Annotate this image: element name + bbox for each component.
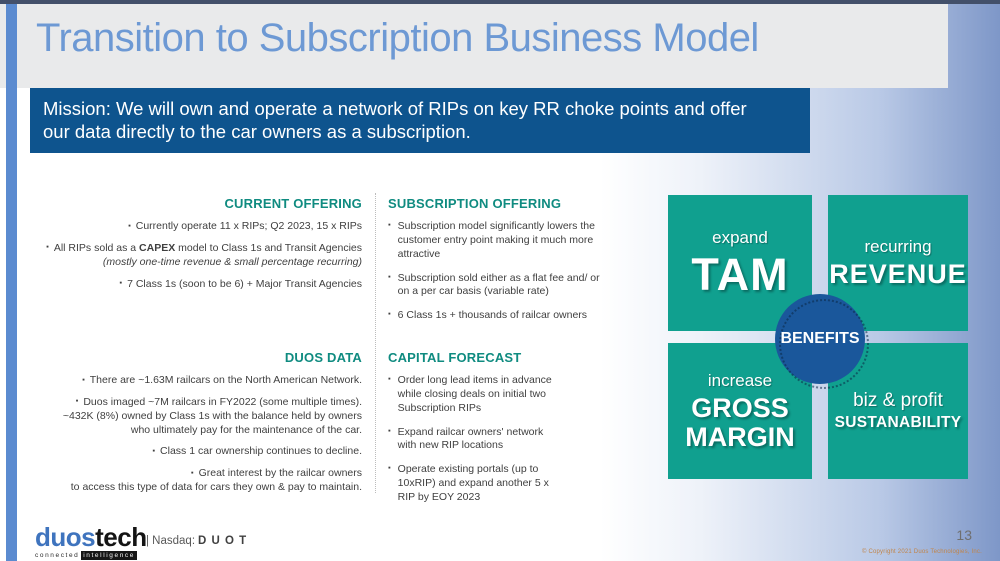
column-divider-dotted <box>375 193 376 493</box>
bullet-square-icon: ▪ <box>82 374 85 384</box>
bullet-text: 6 Class 1s + thousands of railcar owners <box>397 309 588 322</box>
bullet-item: ▪ Operate existing portals (up to 10xRIP)… <box>388 463 560 505</box>
bullet-note-italic: (mostly one-time revenue & small percent… <box>102 255 362 268</box>
subscription-offering-heading: SUBSCRIPTION OFFERING <box>388 196 562 211</box>
bullet-square-icon: ▪ <box>388 220 391 229</box>
bullet-square-icon: ▪ <box>388 463 391 473</box>
bullet-text: model to Class 1s and Transit Agencies <box>175 241 362 254</box>
bullet-square-icon: ▪ <box>388 374 391 383</box>
section-subscription-offering: SUBSCRIPTION OFFERING ▪ Subscription mode… <box>388 196 603 333</box>
logo-duos-text: duos <box>35 522 96 552</box>
benefits-center-circle: BENEFITS <box>775 294 865 384</box>
current-offering-heading: CURRENT OFFERING <box>224 196 362 211</box>
bullet-text: Order long lead items in advance while c… <box>397 374 552 414</box>
bullet-text: ~432K (8%) owned by Class 1s with the ba… <box>62 409 362 422</box>
bullet-item: ▪ Great interest by the railcar owners to … <box>30 467 362 495</box>
left-accent-bar <box>6 0 17 561</box>
bullet-item: ▪ All RIPs sold as a CAPEX model to Class… <box>30 242 362 270</box>
bullet-item: ▪ Class 1 car ownership continues to decl… <box>30 445 362 459</box>
bullet-text: Great interest by the railcar owners <box>198 467 362 480</box>
copyright-text: © Copyright 2021 Duos Technologies, Inc. <box>861 549 982 555</box>
bullet-square-icon: ▪ <box>46 242 49 252</box>
benefits-label: BENEFITS <box>780 330 860 347</box>
bullet-item: ▪ Subscription model significantly lowers… <box>388 220 603 262</box>
quadrant-big-label: SUSTANABILITY <box>834 414 962 432</box>
bullet-text: Expand railcar owners' network with new … <box>397 425 544 452</box>
quadrant-small-label: expand <box>712 227 768 247</box>
bullet-square-icon: ▪ <box>388 271 391 281</box>
header-band <box>0 4 948 88</box>
bullet-square-icon: ▪ <box>152 445 156 455</box>
section-capital-forecast: CAPITAL FORECAST ▪ Order long lead items … <box>388 350 560 515</box>
section-duos-data: DUOS DATA ▪ There are ~1.63M railcars on … <box>30 350 362 503</box>
duos-data-heading: DUOS DATA <box>284 350 362 365</box>
bullet-text: Class 1 car ownership continues to decli… <box>160 445 362 458</box>
bullet-text: Subscription sold either as a flat fee a… <box>397 271 600 298</box>
logo-tagline: connected intelligence <box>35 551 137 560</box>
duostech-logo: duostech connected intelligence <box>35 522 147 560</box>
slide-title: Transition to Subscription Business Mode… <box>36 16 759 60</box>
bullet-square-icon: ▪ <box>388 425 391 435</box>
bullet-text: 7 Class 1s (soon to be 6) + Major Transi… <box>127 277 362 290</box>
bullet-item: ▪ There are ~1.63M railcars on the North … <box>30 374 362 388</box>
bullet-square-icon: ▪ <box>190 467 194 477</box>
bullet-text: There are ~1.63M railcars on the North A… <box>89 374 362 386</box>
quadrant-big-label: GROSS MARGIN <box>685 393 795 452</box>
bullet-text: Duos imaged ~7M railcars in FY2022 (some… <box>83 395 362 408</box>
bullet-item: ▪ Subscription sold either as a flat fee … <box>388 272 603 300</box>
nasdaq-prefix: | Nasdaq: <box>146 535 196 547</box>
quadrant-increase-gross-margin: increase GROSS MARGIN <box>668 343 812 479</box>
bullet-text-bold: CAPEX <box>139 241 176 254</box>
page-number: 13 <box>956 527 972 543</box>
mission-line-1: Mission: We will own and operate a netwo… <box>43 98 747 119</box>
top-edge-strip <box>0 0 1000 4</box>
bullet-item: ▪ Order long lead items in advance while … <box>388 374 560 416</box>
tagline-intelligence: intelligence <box>81 551 137 560</box>
bullet-text: Operate existing portals (up to 10xRIP) … <box>397 463 549 504</box>
tagline-connected: connected <box>35 552 80 559</box>
nasdaq-ticker-symbol: D U O T <box>198 535 248 547</box>
benefits-quadrant-grid: expand TAM recurring REVENUE increase GR… <box>668 195 968 479</box>
quadrant-big-label: REVENUE <box>829 259 967 290</box>
bullet-item: ▪ 7 Class 1s (soon to be 6) + Major Trans… <box>30 278 362 292</box>
bullet-square-icon: ▪ <box>388 309 391 319</box>
quadrant-small-label: increase <box>707 371 773 391</box>
quadrant-big-label: TAM <box>691 248 789 300</box>
bullet-item: ▪ Currently operate 11 x RIPs; Q2 2023, 1… <box>30 220 362 234</box>
quadrant-small-label: recurring <box>864 237 932 257</box>
capital-forecast-heading: CAPITAL FORECAST <box>388 350 522 365</box>
mission-line-2: our data directly to the car owners as a… <box>43 121 471 142</box>
bullet-item: ▪ Expand railcar owners' network with new… <box>388 426 560 454</box>
logo-wordmark: duostech <box>35 522 147 552</box>
mission-banner: Mission: We will own and operate a netwo… <box>30 88 810 153</box>
bullet-text: to access this type of data for cars the… <box>70 481 362 494</box>
section-current-offering: CURRENT OFFERING ▪ Currently operate 11 x… <box>30 196 362 299</box>
bullet-item: ▪ Duos imaged ~7M railcars in FY2022 (som… <box>30 396 362 438</box>
bullet-square-icon: ▪ <box>119 278 123 288</box>
bullet-square-icon: ▪ <box>128 220 131 230</box>
bullet-text: All RIPs sold as a <box>53 241 140 254</box>
logo-tech-text: tech <box>95 522 147 552</box>
bullet-square-icon: ▪ <box>75 396 79 406</box>
bullet-text: Subscription model significantly lowers … <box>397 220 595 260</box>
bullet-item: ▪ 6 Class 1s + thousands of railcar owner… <box>388 309 603 323</box>
bullet-text: Currently operate 11 x RIPs; Q2 2023, 15… <box>135 220 362 232</box>
nasdaq-ticker: | Nasdaq: D U O T <box>146 535 247 547</box>
bullet-text: who ultimately pay for the maintenance o… <box>130 423 362 436</box>
quadrant-small-label: biz & profit <box>853 390 943 412</box>
